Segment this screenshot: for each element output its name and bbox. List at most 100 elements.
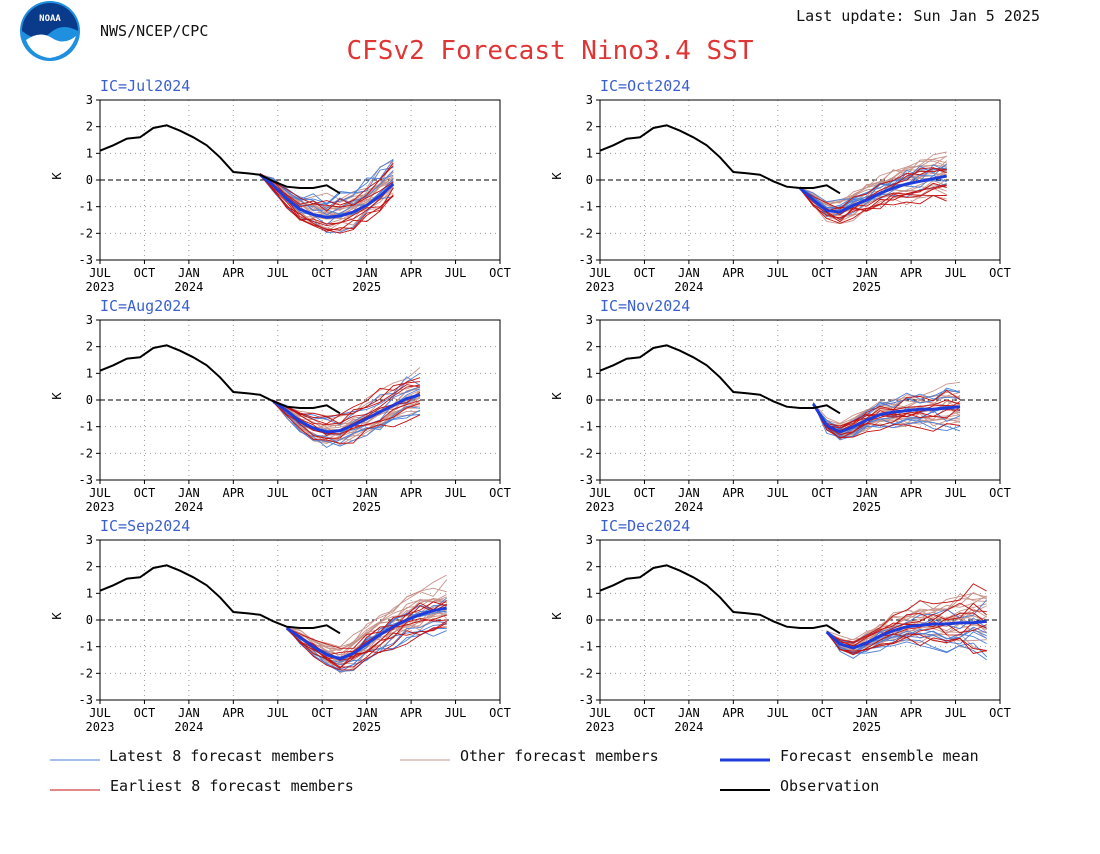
x-year-label: 2025 [352, 280, 381, 294]
logo-upper-band [22, 3, 78, 39]
y-tick-label: 0 [586, 613, 593, 627]
earliest-member-line [826, 602, 987, 644]
y-tick-label: 3 [86, 313, 93, 327]
panel-ic-aug2024: IC=Aug2024 3 2 1 0 -1 -2 -3 K JUL OCT JAN APR JUL OCT J… [50, 297, 511, 514]
x-tick-label: OCT [489, 266, 511, 280]
x-tick-label: JAN [178, 486, 200, 500]
observation-line [599, 124, 841, 195]
y-tick-label: -3 [579, 473, 593, 487]
earliest-member-line [273, 400, 421, 439]
logo-wave [26, 34, 76, 58]
x-tick-label: OCT [989, 266, 1011, 280]
earliest-member-line [812, 404, 961, 436]
x-tick-label: APR [900, 706, 922, 720]
x-tick-label: APR [722, 266, 744, 280]
panel-frame [99, 99, 501, 261]
legend-latest-label: Latest 8 forecast members [109, 747, 335, 765]
y-tick-label: -1 [579, 640, 593, 654]
other-member-line [799, 155, 947, 204]
y-tick-label: 2 [86, 560, 93, 574]
earliest-member-line [826, 602, 987, 646]
latest-member-line [826, 629, 987, 654]
x-tick-label: JUL [767, 266, 789, 280]
x-tick-label: JUL [89, 706, 111, 720]
x-year-label: 2025 [352, 500, 381, 514]
other-member-line [812, 390, 961, 424]
x-year-label: 2023 [586, 280, 615, 294]
x-tick-label: APR [222, 266, 244, 280]
x-tick-label: JUL [445, 486, 467, 500]
x-tick-label: JUL [945, 486, 967, 500]
earliest-member-line [826, 583, 987, 643]
panel-frame [99, 539, 501, 701]
ensemble-mean-line [285, 606, 447, 661]
panel-frame [599, 539, 1001, 701]
x-tick-label: OCT [811, 266, 833, 280]
legend-other-label: Other forecast members [460, 747, 659, 765]
x-tick-label: JUL [267, 266, 289, 280]
earliest-member-line [273, 381, 421, 425]
x-tick-label: OCT [489, 486, 511, 500]
x-year-label: 2023 [86, 280, 115, 294]
panel-ic-sep2024: IC=Sep2024 3 2 1 0 -1 -2 -3 K JUL OCT JAN APR JUL OCT J… [50, 517, 511, 734]
earliest-member-line [826, 612, 987, 647]
ensemble-mean-line [259, 173, 395, 219]
x-tick-label: JUL [589, 486, 611, 500]
earliest-member-line [812, 399, 961, 427]
x-year-label: 2024 [174, 500, 203, 514]
x-tick-label: APR [900, 266, 922, 280]
earliest-member-line [286, 600, 447, 649]
x-tick-label: JUL [445, 266, 467, 280]
earliest-member-line [259, 173, 394, 232]
other-member-line [826, 592, 987, 641]
y-tick-label: 3 [586, 93, 593, 107]
panel-ic-label: IC=Dec2024 [600, 517, 690, 535]
earliest-member-line [812, 389, 961, 429]
y-axis-label: K [50, 392, 64, 400]
x-year-label: 2025 [852, 280, 881, 294]
y-tick-label: 3 [586, 313, 593, 327]
earliest-member-line [799, 187, 947, 224]
page-title: CFSv2 Forecast Nino3.4 SST [347, 36, 754, 66]
y-tick-label: -1 [79, 200, 93, 214]
earliest-member-line [273, 377, 421, 418]
latest-member-line [286, 626, 447, 670]
earliest-member-line [286, 618, 447, 659]
y-tick-label: 1 [586, 366, 593, 380]
y-tick-label: -1 [79, 640, 93, 654]
x-tick-label: JUL [89, 486, 111, 500]
panel-ic-label: IC=Sep2024 [100, 517, 190, 535]
x-tick-label: JAN [856, 486, 878, 500]
panel-frame [599, 319, 1001, 481]
y-tick-label: 1 [86, 146, 93, 160]
observation-line [99, 124, 341, 195]
earliest-member-line [799, 184, 947, 223]
y-axis-label: K [550, 392, 564, 400]
x-tick-label: JAN [678, 706, 700, 720]
x-year-label: 2024 [674, 720, 703, 734]
latest-member-line [259, 167, 394, 205]
earliest-member-line [259, 162, 394, 206]
y-tick-label: -3 [79, 693, 93, 707]
earliest-member-line [259, 173, 394, 225]
y-axis-label: K [550, 172, 564, 180]
panel-ic-label: IC=Jul2024 [100, 77, 190, 95]
latest-member-line [812, 402, 961, 441]
earliest-member-line [286, 626, 447, 671]
y-tick-label: 1 [86, 586, 93, 600]
ensemble-mean-line [272, 393, 421, 434]
x-year-label: 2024 [174, 720, 203, 734]
observation-line [99, 344, 341, 415]
noaa-logo: NOAA [20, 1, 80, 61]
y-tick-label: -2 [79, 666, 93, 680]
x-tick-label: OCT [134, 486, 156, 500]
x-year-label: 2025 [352, 720, 381, 734]
panel-ic-label: IC=Nov2024 [600, 297, 690, 315]
y-tick-label: 1 [586, 586, 593, 600]
y-tick-label: 2 [586, 340, 593, 354]
x-tick-label: APR [900, 486, 922, 500]
legend-observation-label: Observation [780, 777, 879, 795]
x-tick-label: JUL [945, 266, 967, 280]
x-tick-label: JUL [267, 486, 289, 500]
earliest-member-line [286, 601, 447, 656]
